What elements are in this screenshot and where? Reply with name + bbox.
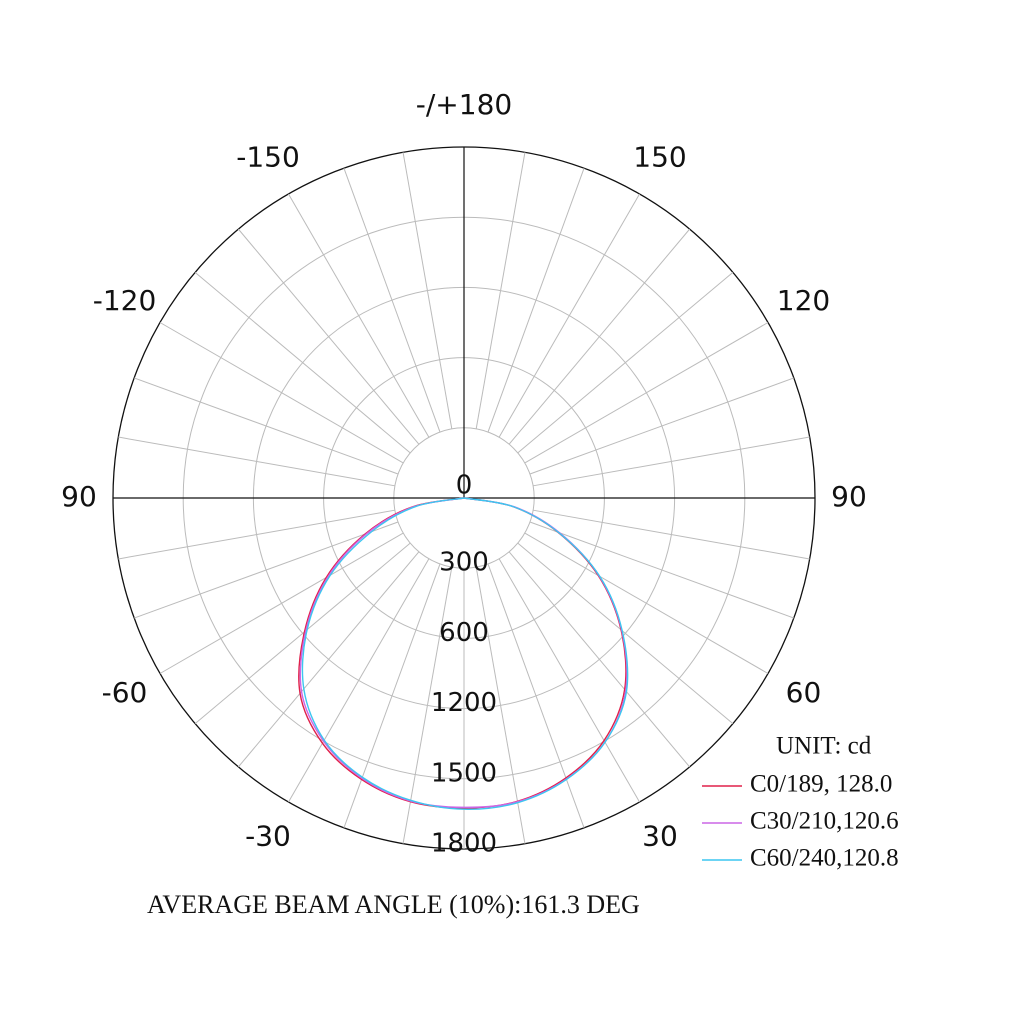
r-tick-label: 1200: [431, 688, 497, 718]
grid-spoke: [508, 228, 691, 445]
r-tick-label: 300: [439, 548, 489, 578]
grid-spoke: [498, 558, 640, 803]
theta-tick-label: 60: [786, 676, 822, 709]
grid-spoke: [237, 228, 420, 445]
grid-spoke: [475, 567, 526, 844]
grid-spoke: [517, 271, 734, 454]
grid-spoke: [498, 193, 640, 438]
grid-spoke: [475, 152, 526, 429]
intensity-curve: [301, 497, 629, 810]
grid-spoke: [159, 532, 404, 674]
grid-spoke: [517, 542, 734, 725]
grid: [112, 146, 816, 850]
grid-spoke: [237, 551, 420, 768]
grid-spoke: [533, 509, 810, 560]
grid-spoke: [487, 167, 585, 433]
grid-spoke: [508, 551, 691, 768]
r-tick-label: 1500: [431, 758, 497, 788]
legend-label: C30/210,120.6: [750, 808, 899, 835]
labels: 0 300 600 1200 1500 1800 -/+180 -150 150 -120 120 9…: [61, 88, 898, 872]
grid-spoke: [159, 322, 404, 464]
grid-spoke: [194, 271, 411, 454]
grid-spoke: [487, 563, 585, 829]
legend-title: UNIT: cd: [776, 733, 872, 760]
grid-spoke: [133, 521, 399, 619]
grid-spoke: [402, 567, 453, 844]
theta-tick-label: -150: [236, 141, 300, 174]
legend-label: C0/189, 128.0: [750, 771, 892, 798]
theta-tick-label: -/+180: [416, 88, 512, 121]
theta-tick-label: 30: [642, 819, 678, 852]
theta-tick-label: -30: [245, 819, 291, 852]
grid-spoke: [529, 521, 795, 619]
grid-spoke: [288, 558, 430, 803]
grid-spoke: [288, 193, 430, 438]
grid-spoke: [118, 436, 395, 487]
grid-spoke: [118, 509, 395, 560]
grid-spoke: [343, 167, 441, 433]
grid-spoke: [533, 436, 810, 487]
grid-spoke: [524, 322, 769, 464]
r-tick-label: 1800: [431, 829, 497, 859]
grid-spoke: [524, 532, 769, 674]
grid-spoke: [194, 542, 411, 725]
theta-tick-label: -120: [93, 284, 157, 317]
grid-spoke: [402, 152, 453, 429]
curves: [298, 497, 629, 810]
theta-tick-label: 120: [777, 284, 830, 317]
grid-spoke: [343, 563, 441, 829]
theta-tick-label: 90: [831, 480, 867, 513]
theta-tick-label: 90: [61, 480, 97, 513]
legend-label: C60/240,120.8: [750, 845, 899, 872]
theta-tick-label: -60: [102, 676, 148, 709]
footnote: AVERAGE BEAM ANGLE (10%):161.3 DEG: [147, 890, 640, 919]
grid-spoke: [133, 377, 399, 475]
theta-tick-label: 150: [633, 141, 686, 174]
grid-spoke: [529, 377, 795, 475]
r-tick-label: 600: [439, 618, 489, 648]
r-tick-label: 0: [456, 471, 473, 501]
